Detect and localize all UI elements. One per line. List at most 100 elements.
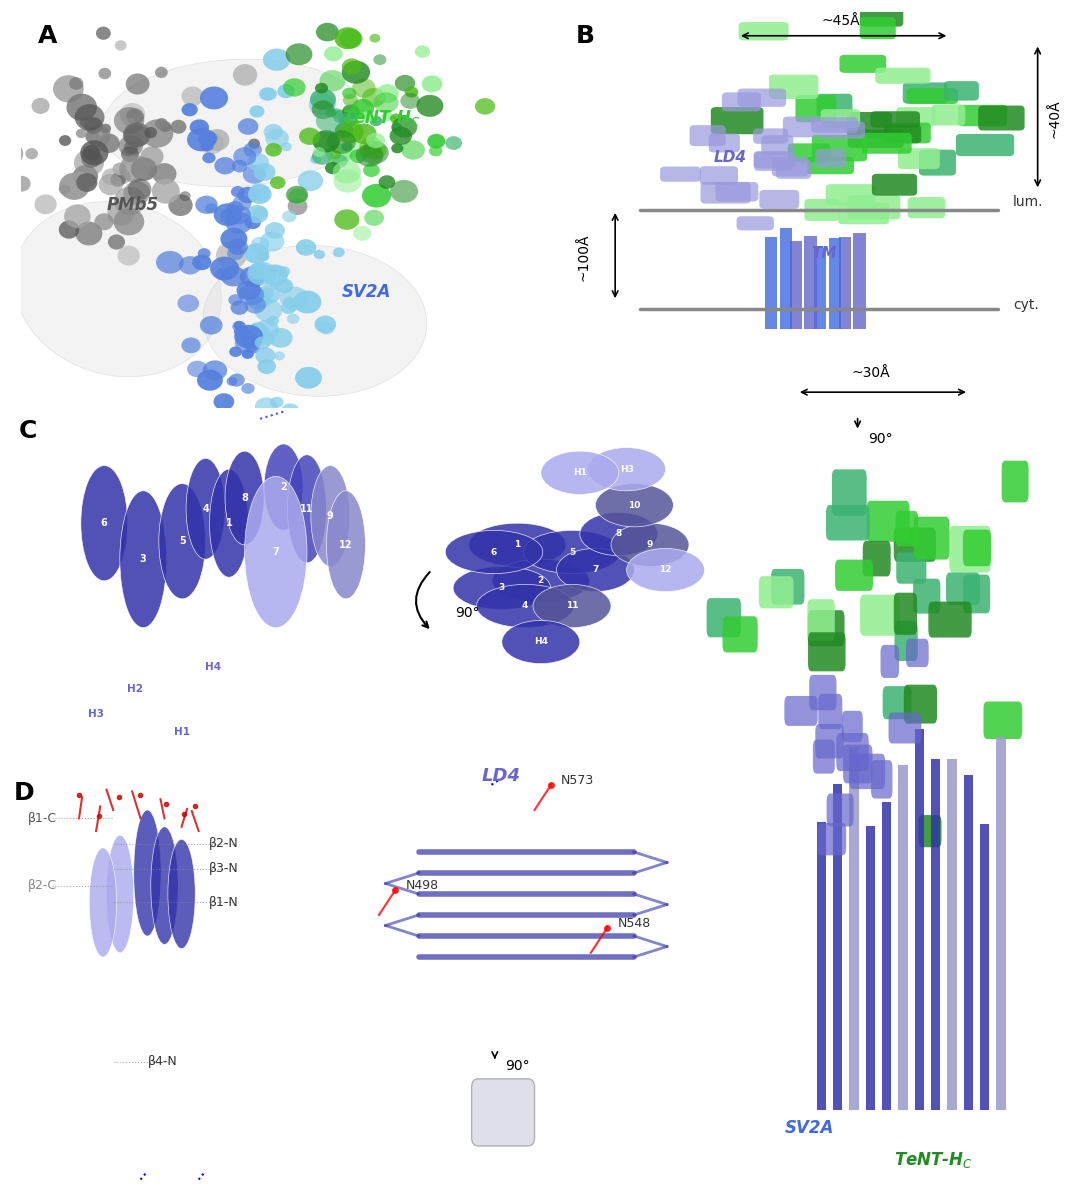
Ellipse shape	[342, 59, 362, 74]
Ellipse shape	[251, 236, 269, 252]
Ellipse shape	[263, 48, 290, 71]
FancyBboxPatch shape	[956, 134, 1015, 156]
FancyBboxPatch shape	[918, 150, 956, 175]
Text: B: B	[576, 24, 595, 48]
Ellipse shape	[502, 620, 580, 664]
Ellipse shape	[249, 263, 270, 280]
Ellipse shape	[315, 83, 328, 94]
Ellipse shape	[247, 154, 269, 172]
Ellipse shape	[250, 278, 262, 288]
Ellipse shape	[324, 47, 343, 61]
FancyBboxPatch shape	[843, 744, 873, 784]
Ellipse shape	[361, 112, 374, 122]
Ellipse shape	[286, 186, 308, 204]
Ellipse shape	[220, 208, 241, 226]
Text: C: C	[18, 419, 37, 443]
FancyBboxPatch shape	[896, 107, 936, 126]
FancyBboxPatch shape	[818, 121, 865, 139]
Ellipse shape	[370, 34, 380, 43]
Ellipse shape	[254, 299, 282, 322]
Bar	[849, 746, 859, 1110]
FancyBboxPatch shape	[870, 112, 920, 127]
Ellipse shape	[309, 94, 335, 115]
Text: H4: H4	[534, 637, 548, 647]
Ellipse shape	[178, 256, 202, 275]
Ellipse shape	[356, 144, 383, 167]
Ellipse shape	[110, 173, 126, 187]
Ellipse shape	[253, 206, 268, 218]
Ellipse shape	[113, 169, 130, 185]
FancyBboxPatch shape	[867, 500, 910, 541]
Ellipse shape	[362, 88, 386, 107]
Ellipse shape	[351, 124, 377, 144]
Ellipse shape	[327, 130, 356, 154]
FancyBboxPatch shape	[898, 149, 940, 169]
FancyBboxPatch shape	[880, 644, 899, 678]
Ellipse shape	[98, 133, 120, 152]
FancyBboxPatch shape	[949, 526, 991, 572]
FancyBboxPatch shape	[701, 182, 751, 204]
Text: N498: N498	[406, 880, 439, 892]
FancyBboxPatch shape	[839, 55, 886, 73]
FancyBboxPatch shape	[787, 143, 831, 162]
Ellipse shape	[402, 140, 425, 160]
Ellipse shape	[289, 433, 303, 444]
Ellipse shape	[254, 336, 270, 349]
FancyBboxPatch shape	[716, 182, 758, 202]
Ellipse shape	[127, 179, 152, 200]
Ellipse shape	[333, 169, 362, 193]
Text: H3: H3	[619, 464, 633, 474]
FancyBboxPatch shape	[882, 686, 912, 719]
Ellipse shape	[254, 319, 279, 340]
Text: H1: H1	[174, 727, 190, 737]
Text: β1-C: β1-C	[28, 812, 57, 824]
Ellipse shape	[278, 84, 295, 98]
Ellipse shape	[270, 176, 285, 188]
Ellipse shape	[119, 136, 143, 157]
FancyBboxPatch shape	[963, 575, 990, 613]
Ellipse shape	[405, 86, 419, 97]
Ellipse shape	[366, 133, 386, 149]
Ellipse shape	[168, 840, 195, 948]
Ellipse shape	[262, 88, 278, 101]
Text: N573: N573	[561, 774, 594, 787]
Ellipse shape	[281, 403, 299, 418]
Ellipse shape	[245, 296, 266, 313]
Ellipse shape	[392, 122, 403, 132]
Bar	[931, 758, 940, 1110]
Ellipse shape	[182, 103, 198, 116]
Ellipse shape	[340, 113, 358, 127]
Ellipse shape	[360, 140, 389, 164]
FancyBboxPatch shape	[700, 166, 738, 185]
Ellipse shape	[87, 125, 111, 148]
FancyBboxPatch shape	[904, 685, 937, 724]
Text: H3: H3	[89, 709, 105, 719]
Ellipse shape	[580, 512, 658, 556]
FancyBboxPatch shape	[896, 552, 926, 583]
Bar	[898, 764, 908, 1110]
FancyBboxPatch shape	[849, 754, 885, 790]
Ellipse shape	[318, 322, 334, 335]
Ellipse shape	[331, 108, 343, 118]
FancyBboxPatch shape	[820, 109, 860, 128]
Text: cyt.: cyt.	[1014, 298, 1039, 312]
Ellipse shape	[249, 184, 270, 200]
Ellipse shape	[126, 73, 150, 95]
Ellipse shape	[627, 548, 705, 592]
Text: 5: 5	[178, 536, 186, 546]
Ellipse shape	[370, 116, 382, 126]
Ellipse shape	[276, 278, 294, 293]
Ellipse shape	[152, 179, 179, 204]
FancyBboxPatch shape	[944, 82, 979, 101]
Ellipse shape	[331, 155, 347, 168]
Ellipse shape	[285, 43, 313, 65]
Ellipse shape	[66, 94, 97, 121]
Text: β3-N: β3-N	[209, 863, 238, 875]
Ellipse shape	[288, 188, 308, 204]
FancyBboxPatch shape	[813, 739, 835, 774]
Ellipse shape	[84, 118, 103, 134]
Ellipse shape	[229, 373, 245, 386]
Ellipse shape	[445, 530, 543, 574]
Ellipse shape	[342, 142, 352, 151]
Ellipse shape	[319, 70, 346, 91]
